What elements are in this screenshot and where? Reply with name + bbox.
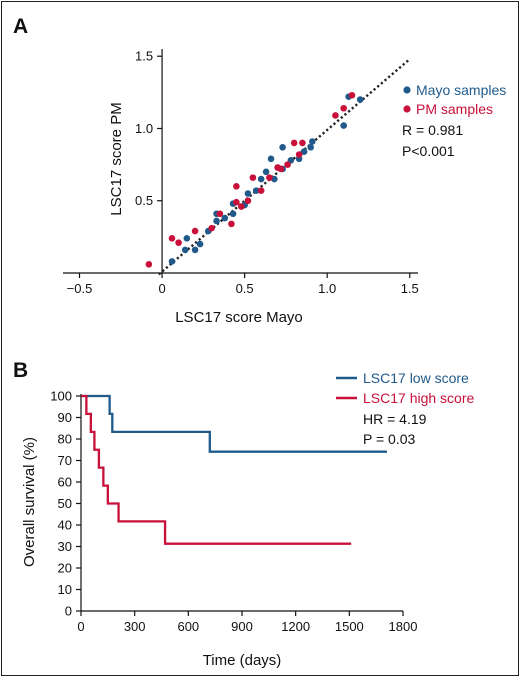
panel-b-y-tick-label: 30 — [58, 539, 72, 554]
panel-a-x-tick-label: 0 — [158, 281, 165, 296]
panel-a-x-tick-label: 1.0 — [318, 281, 336, 296]
panel-b-legend: LSC17 low score LSC17 high score HR = 4.… — [336, 370, 475, 447]
mayo-sample-point — [191, 246, 199, 254]
panel-a-x-ticks: −0.5 0 0.5 1.0 1.5 — [67, 273, 419, 296]
panel-b-x-ticks: 0 300 600 900 1200 1500 1800 — [77, 611, 417, 634]
panel-b-y-label: Overall survival (%) — [21, 437, 38, 567]
pm-sample-point — [208, 224, 215, 232]
panel-b-y-tick-label: 0 — [65, 604, 72, 619]
pm-sample-point — [233, 182, 240, 190]
annotation-r: R = 0.981 — [402, 122, 463, 138]
mayo-sample-point — [271, 175, 278, 183]
panel-b-y-tick-label: 100 — [50, 389, 72, 404]
pm-sample-point — [290, 139, 298, 147]
pm-sample-point — [277, 165, 285, 173]
panel-a-y-tick-label: 1.5 — [135, 49, 153, 64]
legend-low-label: LSC17 low score — [363, 370, 469, 386]
panel-b-x-tick-label: 300 — [124, 619, 146, 634]
pm-sample-point — [332, 112, 339, 119]
mayo-sample-point — [183, 235, 191, 242]
mayo-sample-point — [307, 143, 314, 151]
panel-a-y-tick-label: 1.0 — [135, 121, 153, 136]
mayo-sample-point — [279, 143, 286, 151]
panel-b-x-label: Time (days) — [203, 652, 282, 669]
legend-pm-label: PM samples — [416, 101, 493, 117]
pm-sample-point — [284, 161, 291, 168]
panel-b-y-tick-label: 80 — [58, 432, 72, 447]
mayo-sample-point — [300, 148, 308, 155]
mayo-sample-point — [309, 138, 316, 145]
mayo-sample-point — [340, 122, 347, 129]
legend-mayo-label: Mayo samples — [416, 82, 506, 98]
pm-sample-point — [145, 261, 153, 268]
panel-b-y-ticks: 0 10 20 30 40 50 60 70 80 90 100 — [50, 389, 81, 619]
mayo-sample-point — [221, 214, 229, 222]
mayo-sample-point — [257, 175, 265, 183]
panel-b-x-tick-label: 1200 — [281, 619, 310, 634]
mayo-sample-point — [262, 168, 270, 176]
mayo-sample-point — [168, 258, 176, 265]
mayo-sample-point — [356, 96, 364, 103]
panel-b-y-tick-label: 70 — [58, 453, 72, 468]
pm-sample-point — [175, 239, 182, 246]
panel-a-y-ticks: 0.5 1.0 1.5 — [135, 49, 163, 208]
panel-a-y-label: LSC17 score PM — [108, 102, 125, 215]
legend-pm-dot — [403, 105, 411, 113]
mayo-sample-point — [196, 240, 204, 248]
panel-a-x-tick-label: 1.5 — [401, 281, 419, 296]
pm-sample-point — [228, 220, 235, 228]
panel-b-y-tick-label: 50 — [58, 496, 72, 511]
pm-sample-point — [168, 235, 176, 242]
mayo-sample-point — [213, 217, 220, 225]
mayo-sample-point — [181, 246, 189, 254]
panel-a-legend: Mayo samples PM samples R = 0.981 P<0.00… — [402, 82, 506, 159]
panel-a-points — [145, 91, 364, 268]
panel-b-x-tick-label: 0 — [77, 619, 84, 634]
panel-a-y-tick-label: 0.5 — [135, 193, 153, 208]
panel-a-x-label: LSC17 score Mayo — [175, 309, 303, 326]
panel-a-x-tick-label: −0.5 — [67, 281, 93, 296]
mayo-sample-point — [252, 187, 260, 194]
panel-a-letter: A — [13, 15, 28, 38]
low-score-survival-curve — [81, 394, 387, 453]
panel-a-x-tick-label: 0.5 — [236, 281, 254, 296]
panel-b-x-tick-label: 600 — [177, 619, 199, 634]
panel-b-survival: B 0 300 600 900 1200 1500 1800 0 10 20 30 40 50 60 70… — [13, 359, 475, 669]
panel-b-curves — [81, 394, 387, 545]
pm-sample-point — [266, 174, 273, 181]
pm-sample-point — [233, 198, 240, 206]
legend-mayo-dot — [403, 86, 411, 94]
high-score-survival-curve — [81, 394, 352, 545]
annotation-hr: HR = 4.19 — [363, 411, 427, 427]
panel-b-x-tick-label: 900 — [231, 619, 253, 634]
mayo-sample-point — [244, 190, 252, 197]
panel-b-y-tick-label: 20 — [58, 561, 72, 576]
pm-sample-point — [257, 187, 265, 194]
panel-b-y-tick-label: 90 — [58, 410, 72, 425]
legend-high-label: LSC17 high score — [363, 390, 475, 406]
pm-sample-point — [244, 197, 252, 205]
pm-sample-point — [249, 174, 257, 181]
pm-sample-point — [340, 104, 347, 112]
annotation-p: P<0.001 — [402, 143, 455, 159]
pm-sample-point — [295, 151, 303, 158]
pm-sample-point — [238, 203, 245, 210]
annotation-p-b: P = 0.03 — [363, 431, 416, 447]
panel-b-letter: B — [13, 359, 28, 382]
pm-sample-point — [216, 210, 224, 218]
pm-sample-point — [191, 227, 199, 235]
panel-b-x-tick-label: 1500 — [335, 619, 364, 634]
mayo-sample-point — [229, 210, 237, 218]
panel-b-y-tick-label: 60 — [58, 475, 72, 490]
panel-b-x-tick-label: 1800 — [389, 619, 418, 634]
panel-b-y-tick-label: 40 — [58, 518, 72, 533]
panel-a-scatter: A −0.5 0 0.5 1.0 1.5 0.5 1.0 1.5 LSC17 score M… — [13, 15, 506, 326]
mayo-sample-point — [267, 155, 275, 163]
pm-sample-point — [348, 91, 356, 99]
panel-b-y-tick-label: 10 — [58, 582, 72, 597]
pm-sample-point — [299, 139, 306, 147]
